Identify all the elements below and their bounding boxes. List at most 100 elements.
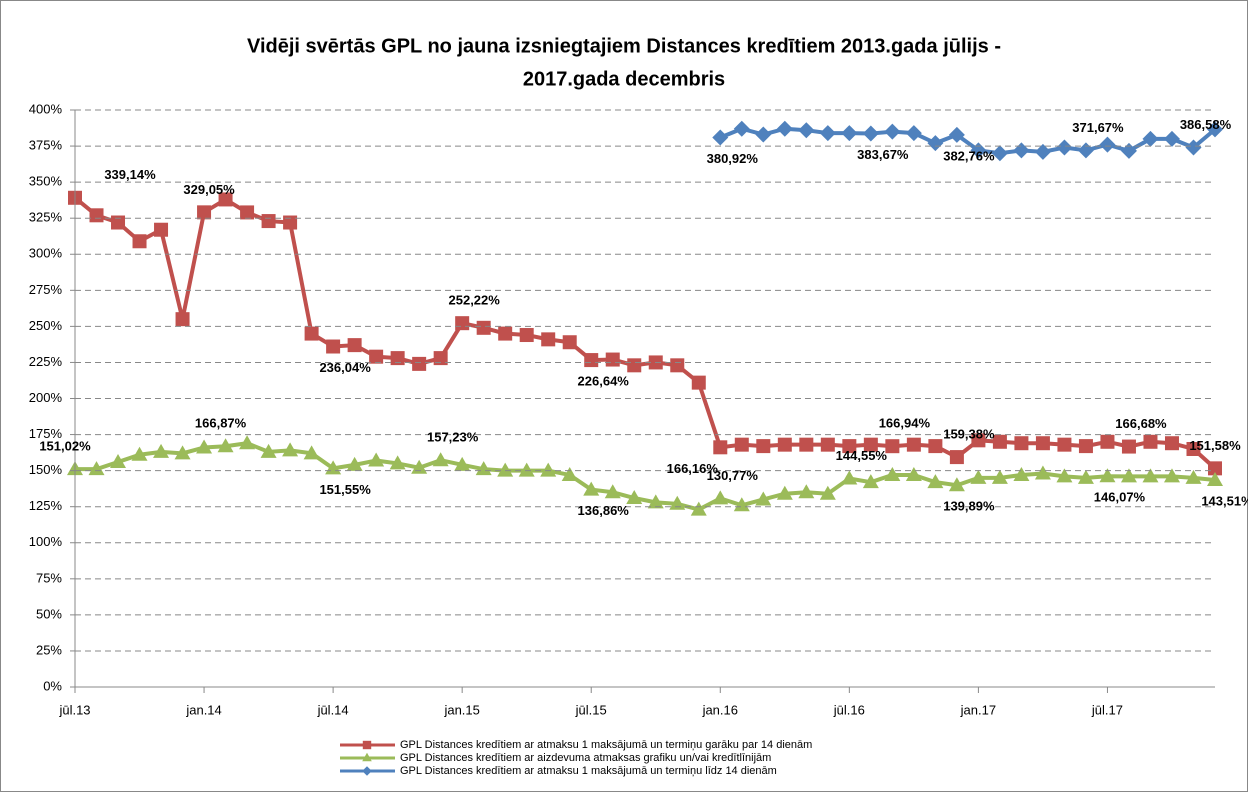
marker	[282, 442, 299, 457]
marker	[647, 494, 664, 509]
marker	[389, 455, 406, 470]
y-tick-label: 25%	[36, 642, 62, 657]
marker	[755, 491, 772, 506]
marker	[884, 466, 901, 481]
marker	[303, 445, 320, 460]
y-tick-label: 300%	[29, 246, 63, 261]
x-tick-label: jan.14	[185, 702, 221, 717]
marker	[691, 375, 706, 390]
marker	[884, 123, 901, 140]
marker	[626, 490, 643, 505]
marker	[260, 443, 277, 458]
marker	[240, 205, 255, 220]
marker	[1121, 439, 1136, 454]
y-tick-label: 225%	[29, 354, 63, 369]
x-tick-label: jūl.17	[1091, 702, 1123, 717]
marker	[971, 433, 986, 448]
marker	[604, 484, 621, 499]
y-tick-label: 175%	[29, 426, 63, 441]
marker	[1035, 436, 1050, 451]
marker	[733, 120, 750, 137]
data-label: 139,89%	[943, 499, 995, 514]
marker	[584, 353, 599, 368]
data-label: 383,67%	[857, 147, 909, 162]
marker	[734, 437, 749, 452]
marker	[798, 484, 815, 499]
marker	[1185, 139, 1202, 156]
marker	[1056, 139, 1073, 156]
marker	[497, 462, 514, 477]
marker	[362, 740, 372, 750]
marker	[455, 316, 470, 331]
marker	[842, 439, 857, 454]
marker	[841, 470, 858, 485]
marker	[1057, 437, 1072, 452]
legend-label: GPL Distances kredītiem ar atmaksu 1 mak…	[400, 739, 812, 751]
y-tick-label: 200%	[29, 390, 63, 405]
marker	[197, 205, 212, 220]
data-label: 166,94%	[879, 416, 931, 431]
data-label: 166,16%	[667, 461, 719, 476]
marker	[562, 335, 577, 350]
marker	[991, 469, 1008, 484]
marker	[777, 437, 792, 452]
marker	[799, 437, 814, 452]
marker	[927, 474, 944, 489]
x-tick-label: jan.16	[702, 702, 738, 717]
marker	[131, 446, 148, 461]
data-label: 136,86%	[578, 503, 630, 518]
data-label: 386,58%	[1180, 117, 1232, 132]
marker	[1207, 471, 1223, 486]
marker	[369, 349, 384, 364]
marker	[928, 439, 943, 454]
marker	[304, 326, 319, 341]
marker	[670, 358, 685, 373]
plot-area	[67, 120, 1223, 516]
marker	[88, 461, 105, 476]
y-tick-label: 125%	[29, 498, 63, 513]
chart-title: 2017.gada decembris	[523, 68, 725, 90]
x-tick-label: jan.17	[960, 702, 996, 717]
marker	[776, 120, 793, 137]
x-tick-label: jūl.14	[317, 702, 349, 717]
y-tick-label: 375%	[29, 138, 63, 153]
data-label: 151,58%	[1189, 438, 1241, 453]
marker	[992, 434, 1007, 449]
data-label: 144,55%	[836, 448, 888, 463]
data-label: 157,23%	[427, 430, 479, 445]
marker	[347, 338, 362, 353]
marker	[154, 222, 169, 237]
data-label: 151,02%	[39, 439, 91, 454]
data-label: 151,55%	[319, 482, 371, 497]
chart-title: Vidēji svērtās GPL no jauna izsniegtajie…	[247, 35, 1001, 57]
marker	[561, 466, 578, 481]
marker	[519, 328, 534, 343]
x-tick-label: jūl.15	[575, 702, 607, 717]
y-tick-label: 275%	[29, 282, 63, 297]
marker	[1014, 436, 1029, 451]
marker	[111, 215, 126, 230]
marker	[712, 490, 729, 505]
marker	[153, 443, 170, 458]
marker	[863, 437, 878, 452]
marker	[498, 326, 513, 341]
marker	[217, 438, 234, 453]
marker	[1099, 468, 1116, 483]
marker	[862, 125, 879, 142]
marker	[475, 461, 492, 476]
marker	[1078, 439, 1093, 454]
marker	[89, 208, 104, 223]
data-label: 252,22%	[449, 293, 501, 308]
data-label: 380,92%	[707, 151, 759, 166]
x-tick-label: jūl.13	[58, 702, 90, 717]
y-tick-label: 350%	[29, 174, 63, 189]
marker	[605, 352, 620, 367]
y-tick-label: 75%	[36, 570, 62, 585]
y-tick-label: 100%	[29, 534, 63, 549]
marker	[756, 439, 771, 454]
data-label: 143,51%	[1201, 493, 1248, 508]
marker	[1100, 434, 1115, 449]
x-tick-label: jūl.16	[833, 702, 865, 717]
marker	[541, 332, 556, 347]
